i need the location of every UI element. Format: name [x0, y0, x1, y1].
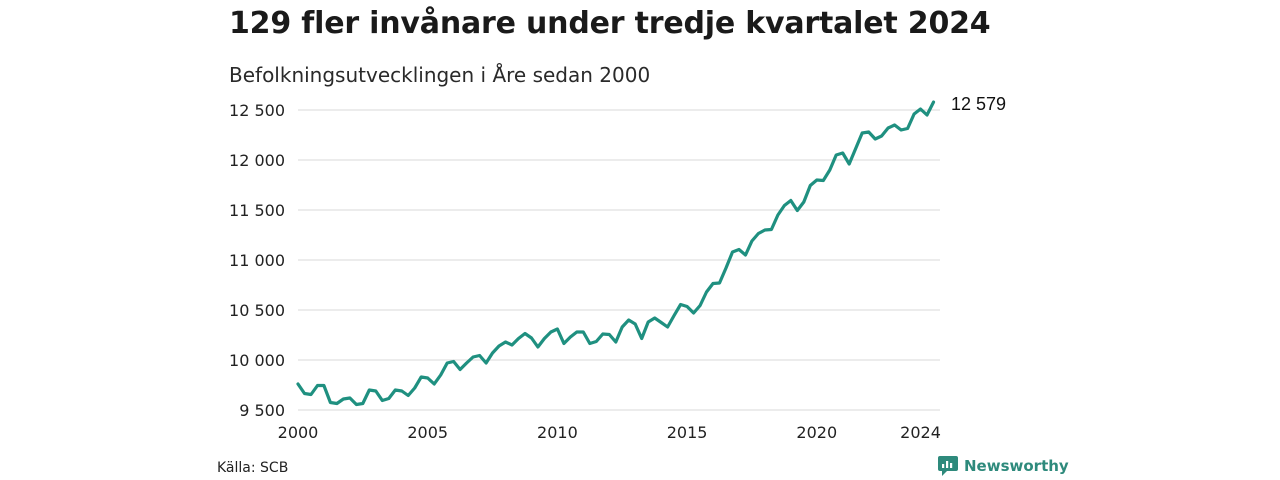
y-tick-label: 10 500	[229, 301, 285, 320]
y-tick-label: 11 000	[229, 251, 285, 270]
x-tick-label: 2005	[407, 423, 448, 442]
y-tick-label: 9 500	[239, 401, 285, 420]
source-note: Källa: SCB	[217, 460, 289, 476]
x-tick-label: 2024	[900, 423, 941, 442]
brand-name: Newsworthy	[964, 457, 1069, 475]
x-axis-tick-labels: 2000 2005 2010 2015 2020 2024	[278, 423, 941, 442]
y-tick-label: 12 500	[229, 101, 285, 120]
y-tick-label: 10 000	[229, 351, 285, 370]
x-tick-label: 2010	[537, 423, 578, 442]
y-axis-tick-labels: 9 500 10 000 10 500 11 000 11 500 12 000 12 50…	[229, 101, 285, 420]
plot-area: 12 579	[296, 94, 1006, 407]
x-tick-label: 2020	[796, 423, 837, 442]
chart-title: 129 fler invånare under tredje kvartalet…	[229, 6, 991, 41]
y-tick-label: 12 000	[229, 151, 285, 170]
newsworthy-logo-icon	[938, 456, 958, 476]
brand-logo: Newsworthy	[938, 456, 1069, 476]
x-tick-label: 2000	[278, 423, 319, 442]
series-line	[296, 100, 936, 407]
y-tick-label: 11 500	[229, 201, 285, 220]
end-value-label: 12 579	[951, 94, 1006, 114]
chart-subtitle: Befolkningsutvecklingen i Åre sedan 2000	[229, 63, 651, 87]
x-tick-label: 2015	[667, 423, 708, 442]
